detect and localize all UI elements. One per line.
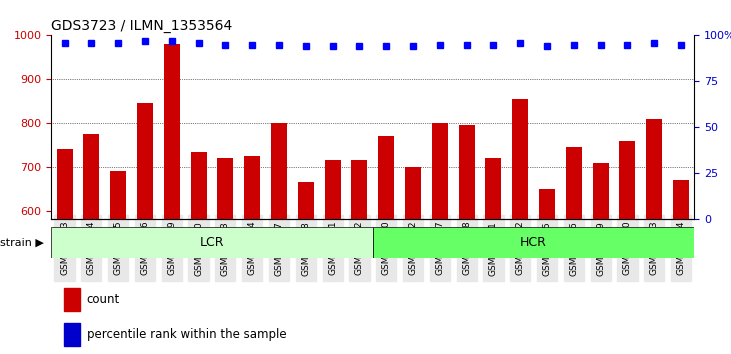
Bar — [378, 136, 394, 354]
Bar — [217, 158, 233, 354]
Bar — [271, 123, 287, 354]
Bar — [512, 99, 529, 354]
FancyBboxPatch shape — [373, 227, 694, 258]
Bar — [110, 171, 126, 354]
Bar — [673, 180, 689, 354]
Text: percentile rank within the sample: percentile rank within the sample — [86, 328, 286, 341]
Bar — [64, 288, 80, 311]
Bar — [244, 156, 260, 354]
Bar — [325, 160, 341, 354]
Bar — [458, 125, 474, 354]
Bar — [352, 160, 368, 354]
Bar — [83, 134, 99, 354]
Bar — [164, 44, 180, 354]
Bar — [137, 103, 153, 354]
Bar — [566, 147, 582, 354]
Bar — [619, 141, 635, 354]
Text: HCR: HCR — [520, 236, 547, 249]
Bar — [432, 123, 448, 354]
Text: count: count — [86, 293, 120, 306]
Bar — [539, 189, 555, 354]
FancyBboxPatch shape — [51, 227, 373, 258]
Bar — [646, 119, 662, 354]
Bar — [593, 162, 609, 354]
Bar — [191, 152, 207, 354]
Text: strain ▶: strain ▶ — [0, 238, 44, 247]
Bar — [56, 149, 72, 354]
Text: GDS3723 / ILMN_1353564: GDS3723 / ILMN_1353564 — [51, 19, 232, 33]
Bar — [485, 158, 501, 354]
Text: LCR: LCR — [200, 236, 224, 249]
Bar — [298, 182, 314, 354]
Bar — [64, 323, 80, 346]
Bar — [405, 167, 421, 354]
